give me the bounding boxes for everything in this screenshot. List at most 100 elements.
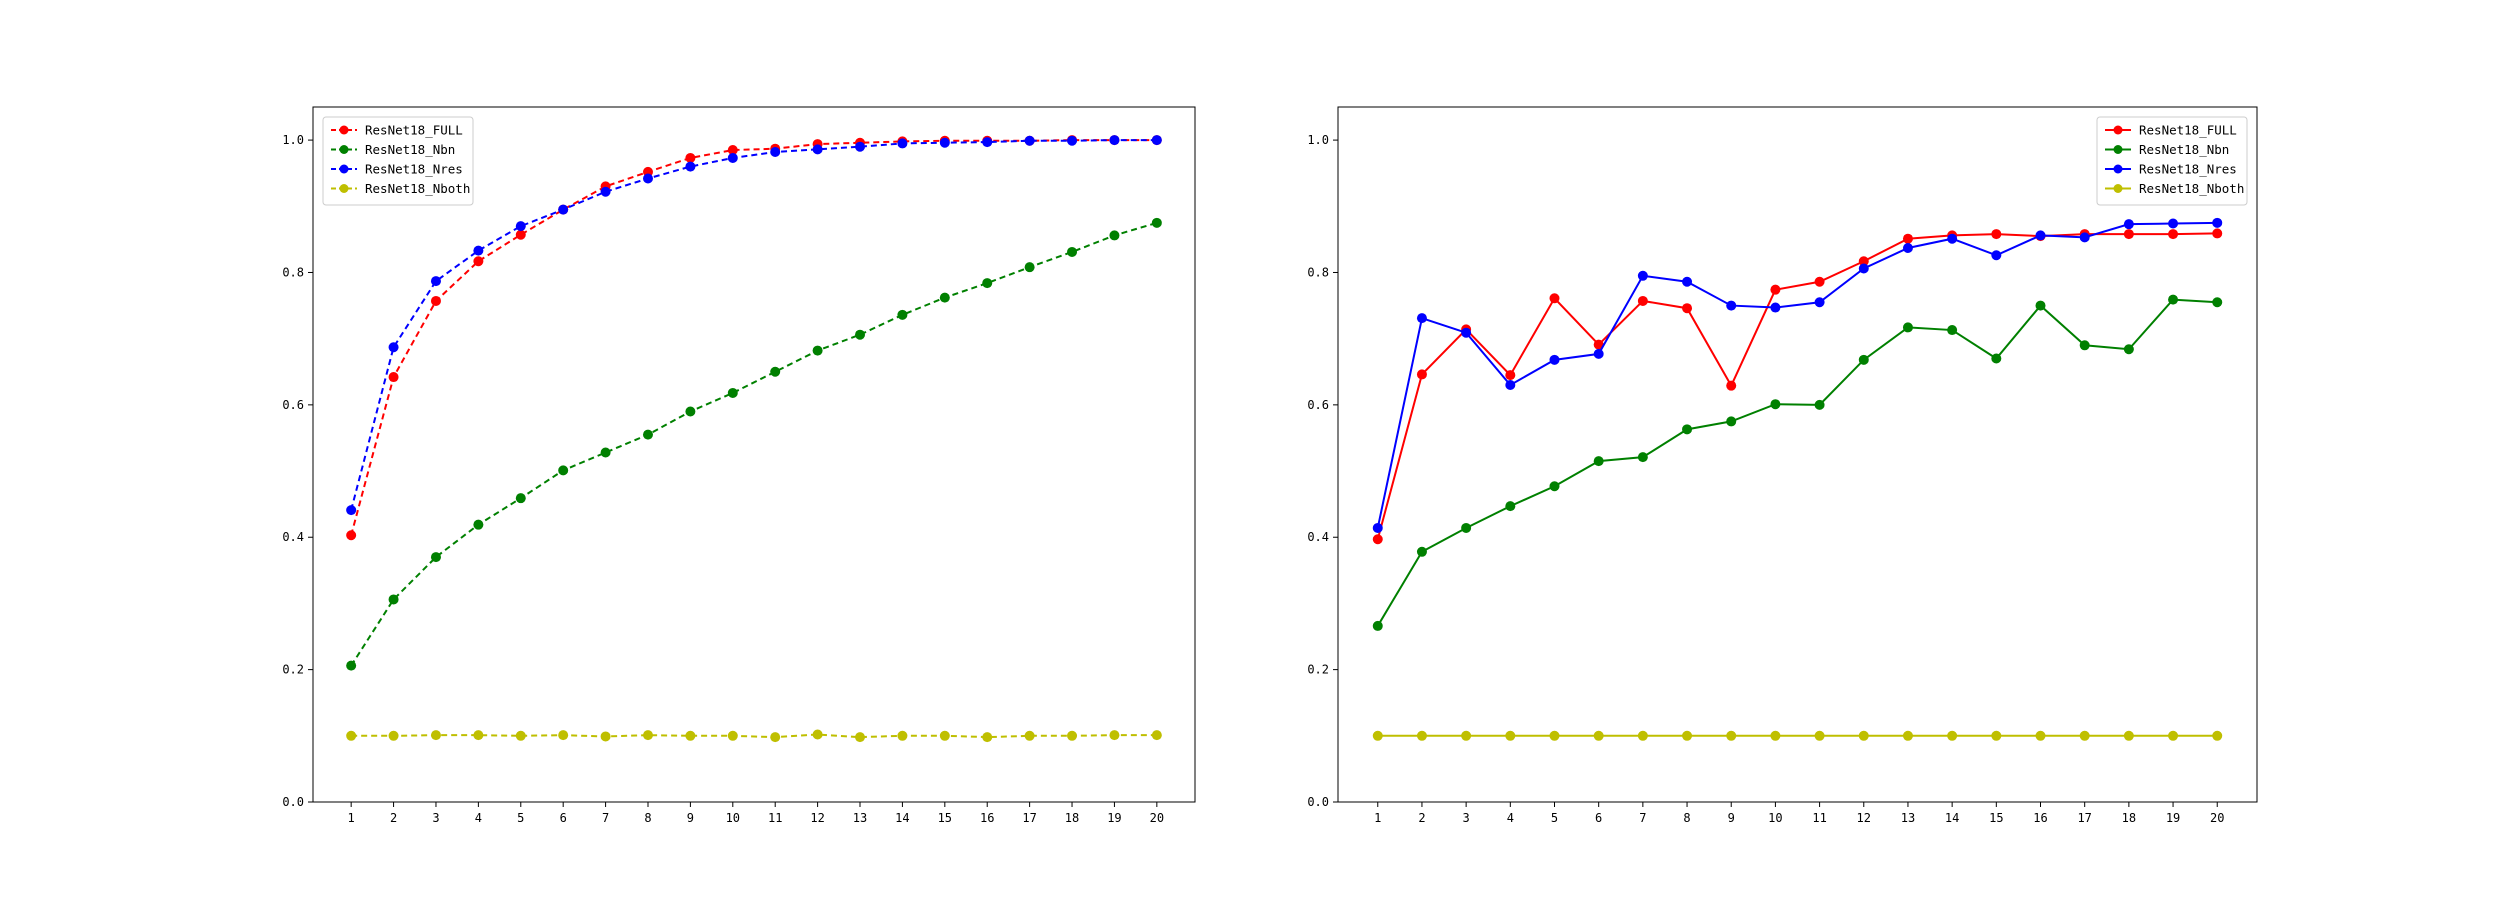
data-point [2212, 730, 2223, 741]
data-point [1593, 339, 1604, 350]
data-point [1770, 730, 1781, 741]
series-line [1376, 232, 2218, 540]
y-tick-label: 0.4 [1307, 530, 1329, 544]
data-point [1858, 730, 1869, 741]
x-tick-label: 8 [644, 811, 651, 825]
x-tick-label: 15 [1989, 811, 2003, 825]
data-point [1109, 230, 1120, 241]
x-tick-label: 16 [980, 811, 994, 825]
data-point [600, 447, 611, 458]
data-point [939, 730, 950, 741]
data-point [685, 152, 696, 163]
data-point [812, 144, 823, 155]
data-point [642, 730, 653, 741]
data-point [1637, 452, 1648, 463]
data-point [600, 186, 611, 197]
legend-label: ResNet18_FULL [365, 123, 463, 138]
data-point [1505, 501, 1516, 512]
data-point [1067, 730, 1078, 741]
x-tick-label: 20 [2210, 811, 2224, 825]
x-tick-label: 13 [1901, 811, 1915, 825]
data-point [515, 493, 526, 504]
data-point [1682, 276, 1693, 287]
x-tick-label: 9 [1728, 811, 1735, 825]
data-point [982, 278, 993, 289]
data-point [2168, 218, 2179, 229]
data-point [346, 530, 357, 541]
data-point [685, 406, 696, 417]
series-line [350, 139, 1157, 536]
test-accuracy-chart: 1 2 3 4 5 6 7 8 9 10 11 12 13 14 15 16 17 18 19 200.00.20.4… [1307, 106, 2258, 825]
x-tick-label: 5 [1551, 811, 1558, 825]
data-point [1593, 456, 1604, 467]
legend-marker [2113, 145, 2123, 154]
series-line [351, 733, 1157, 739]
data-point [770, 732, 781, 743]
series-ResNet18_Nres [346, 135, 1162, 516]
x-tick-label: 13 [853, 811, 867, 825]
data-point [1024, 262, 1035, 273]
x-tick-label: 15 [938, 811, 952, 825]
data-point [1902, 322, 1913, 333]
x-tick-label: 19 [2166, 811, 2180, 825]
y-tick-label: 0.2 [282, 663, 304, 677]
data-point [1858, 263, 1869, 274]
data-point [1416, 313, 1427, 324]
legend-label: ResNet18_Nbn [2139, 142, 2229, 157]
data-point [558, 465, 569, 476]
data-point [1858, 354, 1869, 365]
legend-box [322, 116, 474, 206]
y-tick-label: 0.4 [282, 530, 304, 544]
x-tick-label: 3 [1463, 811, 1470, 825]
data-point [388, 372, 399, 383]
x-tick-label: 18 [1065, 811, 1079, 825]
data-point [1416, 730, 1427, 741]
data-point [1151, 135, 1162, 146]
legend: ResNet18_FULL ResNet18_Nbn ResNet18_Nres Re… [2096, 116, 2248, 206]
data-point [1067, 246, 1078, 257]
x-tick-label: 18 [2122, 811, 2136, 825]
legend-marker [339, 145, 349, 154]
series-line [350, 221, 1158, 667]
data-point [473, 730, 484, 741]
x-tick-label: 11 [768, 811, 782, 825]
x-tick-label: 7 [602, 811, 609, 825]
x-tick-label: 6 [1595, 811, 1602, 825]
data-point [346, 505, 357, 516]
data-point [685, 161, 696, 172]
data-point [1637, 270, 1648, 281]
x-tick-label: 4 [1507, 811, 1514, 825]
data-point [1814, 276, 1825, 287]
data-point [642, 173, 653, 184]
series-ResNet18_FULL [1372, 228, 2223, 545]
data-point [1461, 522, 1472, 533]
series-line [350, 139, 1157, 511]
data-point [2212, 228, 2223, 239]
legend-label: ResNet18_Nres [365, 162, 463, 177]
data-point [1814, 297, 1825, 308]
data-point [1549, 481, 1560, 492]
data-point [2123, 344, 2134, 355]
data-point [727, 145, 738, 156]
data-point [473, 245, 484, 256]
data-point [939, 292, 950, 303]
data-point [1593, 348, 1604, 359]
data-point [1372, 730, 1383, 741]
data-point [1726, 730, 1737, 741]
data-point [1109, 730, 1120, 741]
data-point [346, 660, 357, 671]
data-point [812, 729, 823, 740]
data-point [1109, 135, 1120, 146]
x-tick-label: 8 [1683, 811, 1690, 825]
data-point [1902, 233, 1913, 244]
x-tick-label: 20 [1150, 811, 1164, 825]
data-point [430, 552, 441, 563]
x-tick-label: 1 [348, 811, 355, 825]
legend-marker [339, 125, 349, 135]
series-line [1376, 298, 2218, 627]
data-point [558, 730, 569, 741]
data-point [727, 387, 738, 398]
x-tick-label: 14 [895, 811, 909, 825]
data-point [600, 731, 611, 742]
data-point [855, 329, 866, 340]
